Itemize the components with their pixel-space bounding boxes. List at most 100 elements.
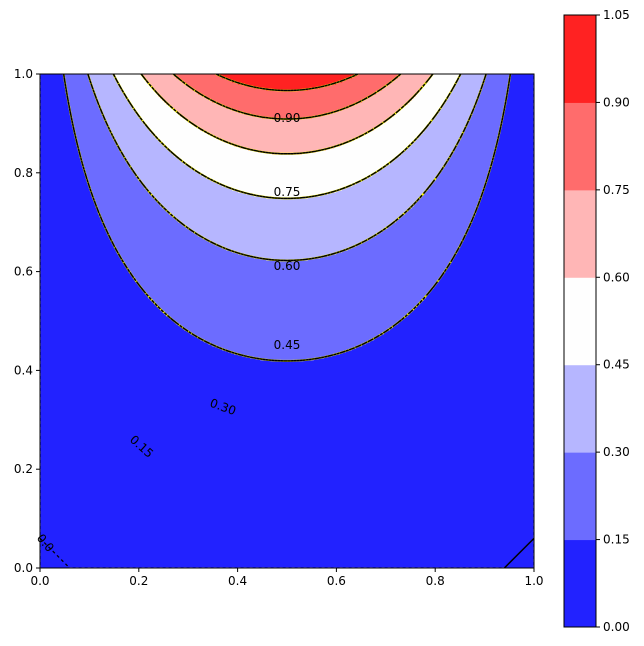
contour-band-cell	[424, 130, 465, 133]
contour-band-cell	[438, 112, 473, 115]
contour-band-cell	[464, 238, 534, 241]
contour-band-cell	[102, 112, 137, 115]
contour-band-cell	[200, 172, 375, 175]
contour-band-cell	[442, 168, 491, 171]
contour-band-cell	[40, 464, 534, 467]
contour-band-cell	[100, 106, 133, 109]
colorbar-frame	[563, 14, 597, 628]
contour-band-cell	[40, 108, 71, 111]
contour-band-cell	[122, 152, 173, 155]
contour-band-cell	[40, 500, 534, 503]
contour-band-cell	[478, 202, 534, 205]
contour-band-cell	[308, 88, 383, 91]
contour-band-cell	[178, 112, 245, 115]
colorbar-tick-label: 0.90	[603, 95, 630, 109]
contour-band-cell	[140, 284, 435, 287]
contour-band-cell	[366, 342, 534, 345]
contour-line-dashed	[112, 74, 462, 200]
contour-band-cell	[202, 94, 373, 97]
contour-band-cell	[66, 84, 93, 87]
contour-band-cell	[40, 288, 143, 291]
contour-band-cell	[238, 190, 337, 193]
contour-band-cell	[188, 330, 387, 333]
contour-band-cell	[200, 128, 375, 131]
contour-band-cell	[112, 240, 211, 243]
contour-band-cell	[470, 118, 503, 121]
contour-band-cell	[428, 188, 485, 191]
contour-band-cell	[116, 248, 227, 251]
contour-band-cell	[246, 192, 329, 195]
contour-band-cell	[40, 218, 103, 221]
contour-band-cell	[174, 320, 401, 323]
contour-band-cell	[40, 552, 534, 555]
contour-band-cell	[66, 86, 93, 89]
contour-band-cell	[482, 194, 534, 197]
contour-band-cell	[40, 236, 111, 239]
contour-band-cell	[80, 156, 125, 159]
contour-band-cell	[508, 86, 534, 89]
contour-band-cell	[120, 150, 171, 153]
contour-band-cell	[196, 232, 379, 235]
contour-band-cell	[40, 470, 534, 473]
contour-band-cell	[502, 124, 534, 127]
contour-band-cell	[156, 304, 419, 307]
contour-band-cell	[40, 192, 93, 195]
contour-band-cell	[68, 104, 99, 107]
contour-band-cell	[446, 100, 477, 103]
contour-band-cell	[214, 180, 361, 183]
contour-band-cell	[164, 144, 235, 147]
contour-band-cell	[40, 482, 534, 485]
contour-band-cell	[188, 84, 247, 87]
contour-band-cell	[70, 110, 103, 113]
contour-band-cell	[124, 262, 451, 265]
contour-band-cell	[508, 90, 534, 93]
contour-band-cell	[40, 194, 93, 197]
contour-band-cell	[382, 230, 469, 233]
contour-band-cell	[384, 86, 423, 89]
contour-band-cell	[194, 334, 381, 337]
contour-line-0.75	[172, 74, 402, 121]
contour-band-cell	[480, 92, 509, 95]
contour-band-cell	[502, 120, 534, 123]
contour-band-cell	[398, 110, 439, 113]
contour-band-cell	[384, 228, 469, 231]
contour-band-cell	[184, 224, 391, 227]
contour-band-cell	[40, 222, 105, 225]
contour-band-cell	[122, 88, 155, 91]
contour-band-cell	[380, 124, 429, 127]
contour-band-cell	[64, 80, 91, 83]
contour-band-cell	[40, 364, 534, 367]
contour-band-cell	[94, 200, 159, 203]
contour-band-cell	[40, 182, 89, 185]
contour-band-cell	[462, 240, 534, 243]
contour-band-cell	[162, 206, 413, 209]
contour-band-cell	[90, 82, 119, 85]
contour-band-cell	[40, 390, 534, 393]
contour-band-cell	[502, 116, 534, 119]
contour-band-cell	[266, 258, 309, 261]
contour-band-cell	[322, 114, 395, 117]
x-axis: 0.0 0.2 0.4 0.6 0.8 1.0	[30, 568, 544, 588]
contour-band-cell	[40, 316, 171, 319]
contour-band-cell	[122, 90, 157, 93]
contour-band-cell	[40, 206, 97, 209]
contour-band-cell	[460, 246, 534, 249]
contour-band-cell	[216, 136, 359, 139]
contour-band-cell	[208, 342, 367, 345]
contour-band-cell	[142, 74, 175, 77]
y-axis: 0.0 0.2 0.4 0.6 0.8 1.0	[14, 67, 40, 575]
contour-band-cell	[426, 190, 485, 193]
contour-band-cell	[430, 186, 485, 189]
contour-band-cell	[180, 78, 229, 81]
contour-band-cell	[474, 216, 534, 219]
contour-band-cell	[170, 104, 223, 107]
contour-band-cell	[144, 290, 431, 293]
contour-band-cell	[392, 222, 471, 225]
contour-band-cell	[198, 336, 377, 339]
contour-band-cell	[464, 236, 534, 239]
contour-band-cell	[470, 224, 534, 227]
contour-band-cell	[40, 246, 115, 249]
contour-band-cell	[40, 166, 85, 169]
contour-band-cell	[40, 480, 534, 483]
contour-band-cell	[342, 188, 429, 191]
